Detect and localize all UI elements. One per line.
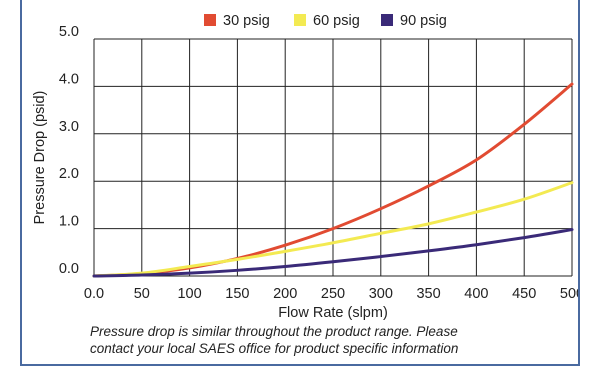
legend-swatch xyxy=(204,14,216,26)
y-tick-label: 4.0 xyxy=(59,71,79,87)
x-axis-title: Flow Rate (slpm) xyxy=(278,305,388,321)
x-tick-label: 250 xyxy=(321,286,345,302)
y-tick-label: 5.0 xyxy=(59,24,79,40)
x-tick-label: 50 xyxy=(134,286,150,302)
chart-frame: 0.0 1.0 2.0 3.0 4.0 5.0 0.0 50 100 150 200 250 300 35… xyxy=(20,0,580,366)
x-tick-label: 0.0 xyxy=(84,286,104,302)
y-tick-label: 0.0 xyxy=(59,261,79,277)
x-tick-label: 500 xyxy=(560,286,578,302)
caption-line: contact your local SAES office for produ… xyxy=(90,341,458,356)
x-tick-label: 350 xyxy=(416,286,440,302)
x-tick-label: 450 xyxy=(512,286,536,302)
x-tick-label: 200 xyxy=(273,286,297,302)
y-tick-label: 2.0 xyxy=(59,166,79,182)
x-tick-label: 300 xyxy=(369,286,393,302)
legend-label: 60 psig xyxy=(313,13,360,29)
legend-label: 30 psig xyxy=(223,13,270,29)
x-tick-label: 150 xyxy=(225,286,249,302)
pressure-drop-chart: 0.0 1.0 2.0 3.0 4.0 5.0 0.0 50 100 150 200 250 300 35… xyxy=(32,13,578,356)
x-tick-label: 400 xyxy=(464,286,488,302)
y-tick-label: 3.0 xyxy=(59,119,79,135)
y-tick-label: 1.0 xyxy=(59,214,79,230)
y-axis-title: Pressure Drop (psid) xyxy=(32,91,48,225)
legend-swatch xyxy=(381,14,393,26)
legend-label: 90 psig xyxy=(400,13,447,29)
legend-swatch xyxy=(294,14,306,26)
series-line-90-psig xyxy=(92,228,574,278)
series-line-60-psig xyxy=(92,181,574,278)
x-tick-label: 100 xyxy=(177,286,201,302)
caption-line: Pressure drop is similar throughout the … xyxy=(90,324,458,339)
